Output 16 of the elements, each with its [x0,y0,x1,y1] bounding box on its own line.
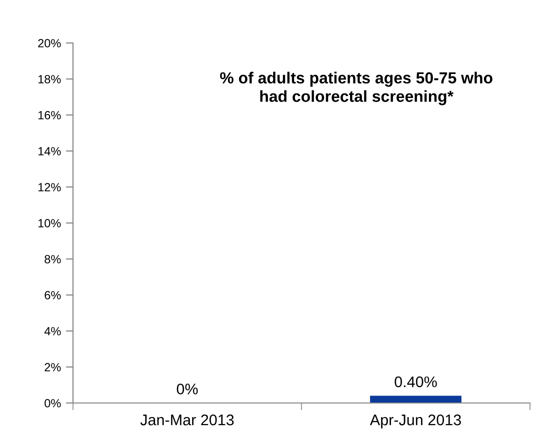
x-tick-label: Jan-Mar 2013 [140,414,234,426]
y-tick-label: 16% [38,111,61,120]
y-tick-label: 20% [38,39,61,48]
y-tick-label: 0% [44,399,61,408]
y-tick-label: 18% [38,75,61,84]
y-tick-label: 14% [38,147,61,156]
y-tick-label: 8% [44,255,61,264]
x-tick-label: Apr-Jun 2013 [370,414,461,428]
y-tick-label: 6% [44,291,61,300]
y-tick-label: 4% [44,327,61,336]
data-label: 0.40% [394,376,437,388]
y-tick-label: 2% [44,363,61,372]
y-tick-label: 12% [38,183,61,192]
data-label: 0% [176,384,198,394]
text: % of adults patients ages 50-75 who had colorectal screening* [220,72,492,106]
y-tick-label: 10% [38,219,61,228]
